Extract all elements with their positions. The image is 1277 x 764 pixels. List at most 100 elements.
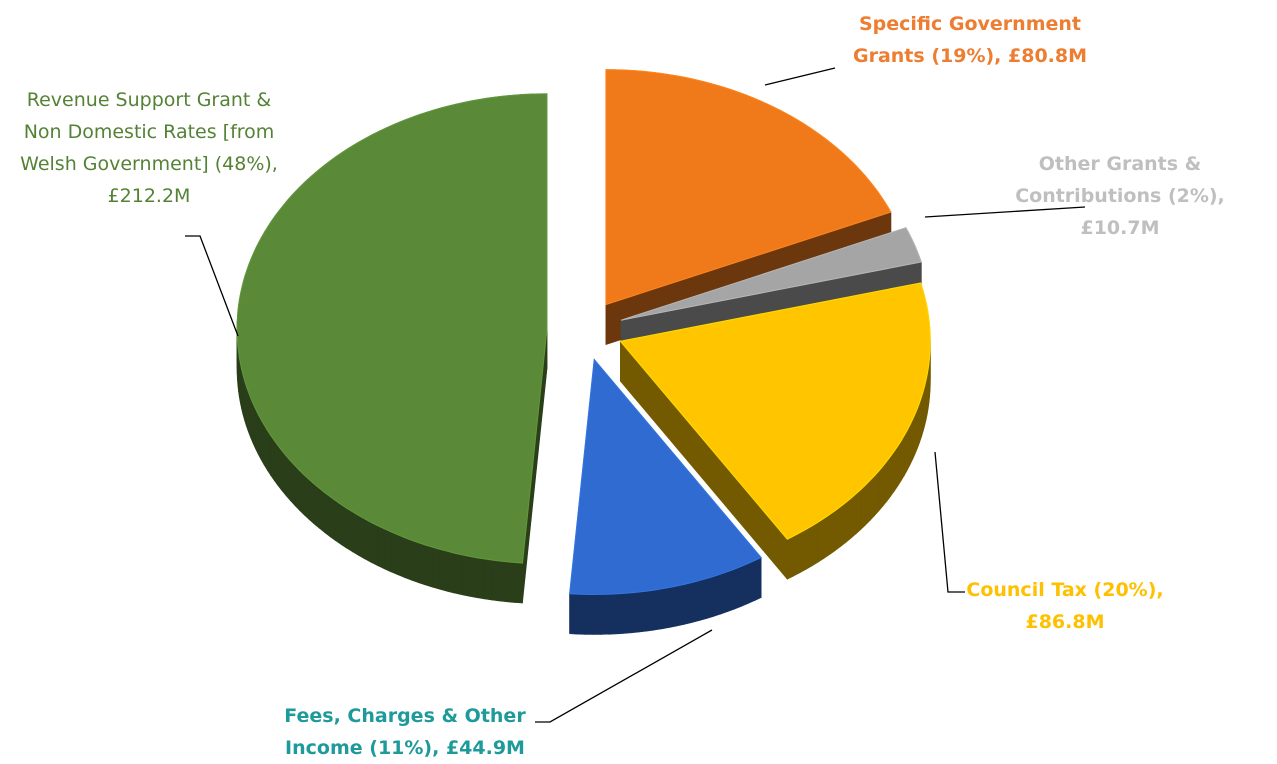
slice [605,69,892,306]
slice-depth [439,548,448,592]
slice-depth [335,499,342,546]
leader-line [185,235,239,337]
slice-depth [257,413,262,460]
slice-depth [705,576,714,620]
slice-depth [900,434,905,482]
slice-depth [313,483,320,529]
slice-depth [506,561,516,603]
slice-depth [817,517,825,563]
slice-depth [397,534,405,578]
slice-depth [860,484,866,531]
slice-depth [303,474,310,520]
slice-depth [270,434,275,482]
slice-depth [834,506,841,552]
slice-depth [592,594,601,635]
data-label: Revenue Support Grant & Non Domestic Rat… [20,84,278,212]
slice-depth [255,408,259,455]
label-value: (20%), £86.8M [1025,579,1164,633]
slice-depth [904,428,908,477]
slice-depth [454,552,463,596]
leader-line [764,67,836,86]
slice [569,358,762,596]
slice-depth [823,514,830,560]
slice-depth [668,585,678,628]
slice-depth [483,558,493,601]
slice-depth [740,563,749,607]
slice-depth [358,515,366,560]
slice-depth [250,397,254,444]
slice-depth [890,450,895,498]
slice-depth [371,521,379,567]
data-label: Fees, Charges & Other Income (11%), £44.… [265,700,545,764]
slice-depth [418,542,426,586]
label-value: (48%), £212.2M [107,153,278,207]
slice [619,282,931,540]
slice-depth [638,590,647,633]
data-label: Specific Government Grants (19%), £80.8M [835,8,1105,72]
slice [620,227,922,321]
slice-depth [691,580,700,624]
slice-depth [263,423,268,472]
slice-depth [425,544,433,588]
slice-depth [329,495,336,542]
leader-line [535,629,713,723]
slice-depth [299,469,305,516]
slice [236,93,548,564]
slice-depth [294,464,300,511]
slice-depth [855,488,862,535]
slice-depth [878,465,884,512]
slice-depth [404,537,412,581]
label-value: (11%), £44.9M [369,737,525,759]
slice-depth [352,511,360,557]
slice-depth [514,562,523,604]
slice-depth [318,487,325,533]
slice-depth [840,501,847,548]
slice-depth [698,578,707,622]
slice-depth [786,535,794,580]
slice-depth [324,491,331,538]
slice-depth [754,557,762,602]
slice-depth [845,497,852,544]
slice-depth [364,518,372,563]
slice-depth [886,455,892,502]
slice-depth [914,408,918,454]
slice-depth [461,554,470,597]
slice-depth [661,587,670,630]
slice-depth [906,424,911,471]
slice-depth [897,439,902,487]
slice-depth [584,594,594,635]
slice-depth [285,454,291,502]
slice-depth [882,460,888,507]
slice-depth [712,573,721,617]
slice-depth [340,503,348,549]
slice-depth [411,539,419,584]
slice-depth [577,593,586,635]
slice-depth [909,419,913,465]
slice-depth [290,459,296,507]
slice-depth [468,555,478,599]
slice-depth [274,439,279,487]
slice-depth [631,591,640,634]
slice-depth [912,413,916,460]
slice-depth [491,559,500,602]
slice-depth [384,528,392,573]
slice-depth [894,444,899,492]
slice-depth [829,510,836,556]
slice-depth [446,550,455,594]
slice-depth [252,402,256,449]
slice-depth [623,592,632,634]
label-value: (19%), £80.8M [931,45,1088,67]
leader-line [924,206,1086,218]
slice-depth [676,584,685,627]
slice-depth [917,402,920,449]
slice-depth [874,470,880,517]
slice-depth [277,444,283,492]
slice-depth [499,560,508,603]
slice-tops [236,69,931,596]
slice-depth [865,479,871,526]
slice-depth [615,593,624,635]
slice-depth [720,571,728,615]
data-label: Council Tax (20%), £86.8M [950,574,1180,638]
slice-depth [805,525,813,570]
